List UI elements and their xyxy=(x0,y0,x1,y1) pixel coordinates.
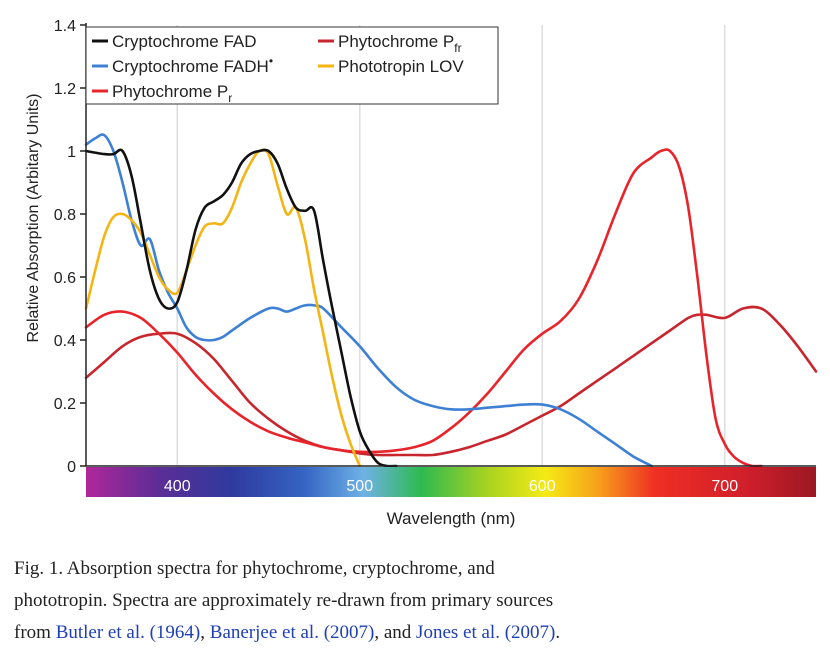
y-axis-label: Relative Absorption (Arbitary Units) xyxy=(25,94,42,343)
y-tick-labels: 0 0.2 0.4 0.6 0.8 1 1.2 1.4 xyxy=(54,18,86,476)
y-tick-label-5: 1 xyxy=(67,144,76,161)
reference-link-banerjee[interactable]: Banerjee et al. (2007) xyxy=(209,622,375,643)
x-tick-label-1: 500 xyxy=(346,478,373,495)
y-tick-label-4: 0.8 xyxy=(54,207,76,224)
y-tick-label-6: 1.2 xyxy=(54,81,76,98)
x-tick-label-2: 600 xyxy=(529,478,556,495)
absorption-spectra-chart: 400 500 600 700 0 0.2 0.4 0.6 0.8 1 1.2 1.4 Wavele… xyxy=(25,18,818,528)
x-tick-labels: 400 500 600 700 xyxy=(164,478,738,495)
spectrum-colorbar xyxy=(86,467,816,497)
x-axis-label: Wavelength (nm) xyxy=(387,509,516,528)
y-tick-label-3: 0.6 xyxy=(54,270,76,287)
legend-box xyxy=(85,26,499,105)
x-tick-label-0: 400 xyxy=(164,478,191,495)
series-line-2 xyxy=(84,148,763,468)
series-line-4 xyxy=(84,148,362,468)
reference-link-jones[interactable]: Jones et al. (2007) xyxy=(416,622,556,643)
caption-line-3: from Butler et al. (1964), Banerjee et a… xyxy=(14,617,814,649)
caption-line-2: phototropin. Spectra are approximately r… xyxy=(14,590,554,611)
caption-separator-2: , and xyxy=(374,622,417,643)
y-tick-label-2: 0.4 xyxy=(54,333,76,350)
series-line-3 xyxy=(84,305,818,457)
y-tick-label-7: 1.4 xyxy=(54,18,76,35)
caption-line-3-prefix: from xyxy=(14,622,56,643)
series-layer xyxy=(84,133,818,468)
series-line-0 xyxy=(84,148,398,468)
caption-separator-1: , xyxy=(200,622,210,643)
legend: Cryptochrome FAD Phytochrome Pfr Cryptochr… xyxy=(85,26,499,105)
legend-label-3: Phytochrome Pfr xyxy=(338,32,462,55)
y-tick-label-1: 0.2 xyxy=(54,396,76,413)
y-tick-label-0: 0 xyxy=(67,459,76,476)
series-line-1 xyxy=(84,133,654,468)
x-tick-label-3: 700 xyxy=(711,478,738,495)
legend-label-0: Cryptochrome FAD xyxy=(112,32,257,51)
figure-caption: Fig. 1. Absorption spectra for phytochro… xyxy=(14,553,814,649)
legend-label-1: Cryptochrome FADH• xyxy=(112,54,273,76)
legend-label-4: Phototropin LOV xyxy=(338,57,464,76)
caption-line-3-suffix: . xyxy=(555,622,561,643)
caption-line-1: Fig. 1. Absorption spectra for phytochro… xyxy=(14,558,495,579)
legend-label-2: Phytochrome Pr xyxy=(112,82,232,105)
reference-link-butler[interactable]: Butler et al. (1964) xyxy=(55,622,201,643)
